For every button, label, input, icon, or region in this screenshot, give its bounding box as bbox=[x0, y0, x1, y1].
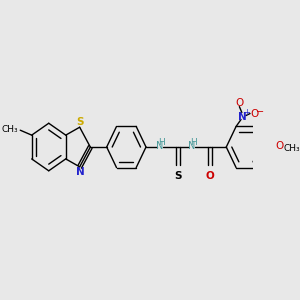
Text: O: O bbox=[235, 98, 244, 108]
Text: H: H bbox=[190, 138, 197, 147]
Text: CH₃: CH₃ bbox=[2, 125, 19, 134]
Text: O: O bbox=[250, 109, 258, 118]
Text: H: H bbox=[158, 138, 165, 147]
Text: S: S bbox=[174, 171, 182, 181]
Text: N: N bbox=[238, 112, 247, 122]
Text: CH₃: CH₃ bbox=[284, 143, 300, 152]
Text: N: N bbox=[156, 141, 163, 151]
Text: +: + bbox=[243, 108, 250, 117]
Text: O: O bbox=[206, 171, 214, 181]
Text: N: N bbox=[76, 167, 85, 177]
Text: N: N bbox=[188, 141, 195, 151]
Text: −: − bbox=[256, 106, 264, 117]
Text: S: S bbox=[77, 117, 84, 127]
Text: O: O bbox=[275, 141, 284, 151]
